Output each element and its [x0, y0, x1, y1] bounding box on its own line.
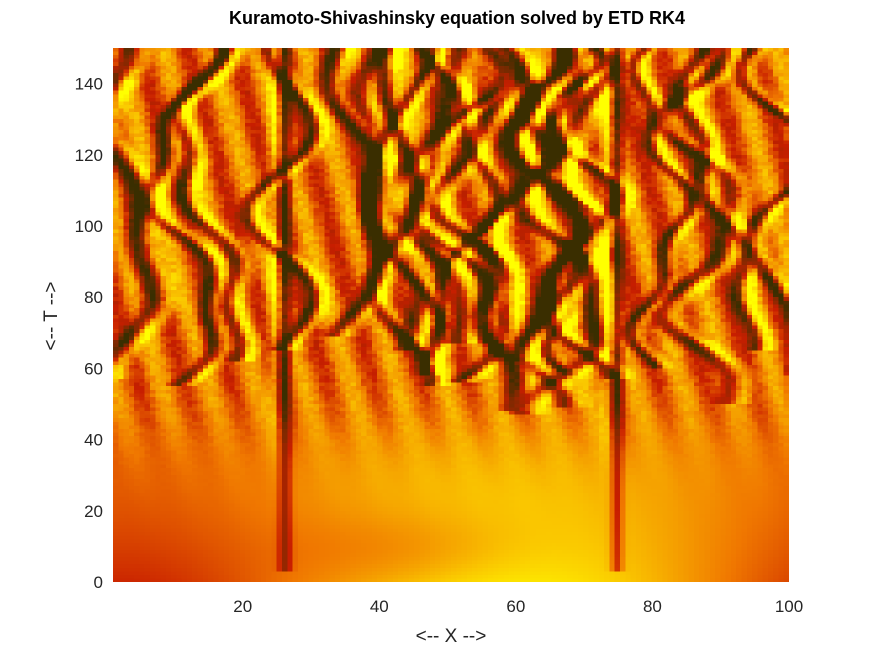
x-tick-label: 80 — [643, 597, 662, 616]
y-tick-label: 0 — [94, 573, 103, 592]
heatmap-image — [113, 48, 789, 582]
y-tick-label: 120 — [75, 146, 103, 165]
x-tick-label: 20 — [233, 597, 252, 616]
x-axis: 20 40 60 80 100 — [233, 597, 803, 616]
y-axis-label: <-- T --> — [41, 282, 62, 351]
x-tick-label: 100 — [775, 597, 803, 616]
y-tick-label: 140 — [75, 75, 103, 94]
y-tick-label: 40 — [84, 431, 103, 450]
x-axis-label: <-- X --> — [416, 626, 487, 647]
y-tick-label: 60 — [84, 359, 103, 378]
y-tick-label: 80 — [84, 288, 103, 307]
y-tick-label: 100 — [75, 217, 103, 236]
heatmap-plot-area — [113, 48, 789, 582]
chart-title: Kuramoto-Shivashinsky equation solved by… — [229, 8, 685, 28]
y-axis: 0 20 40 60 80 100 120 140 — [75, 75, 103, 592]
x-tick-label: 60 — [506, 597, 525, 616]
x-tick-label: 40 — [370, 597, 389, 616]
y-tick-label: 20 — [84, 502, 103, 521]
